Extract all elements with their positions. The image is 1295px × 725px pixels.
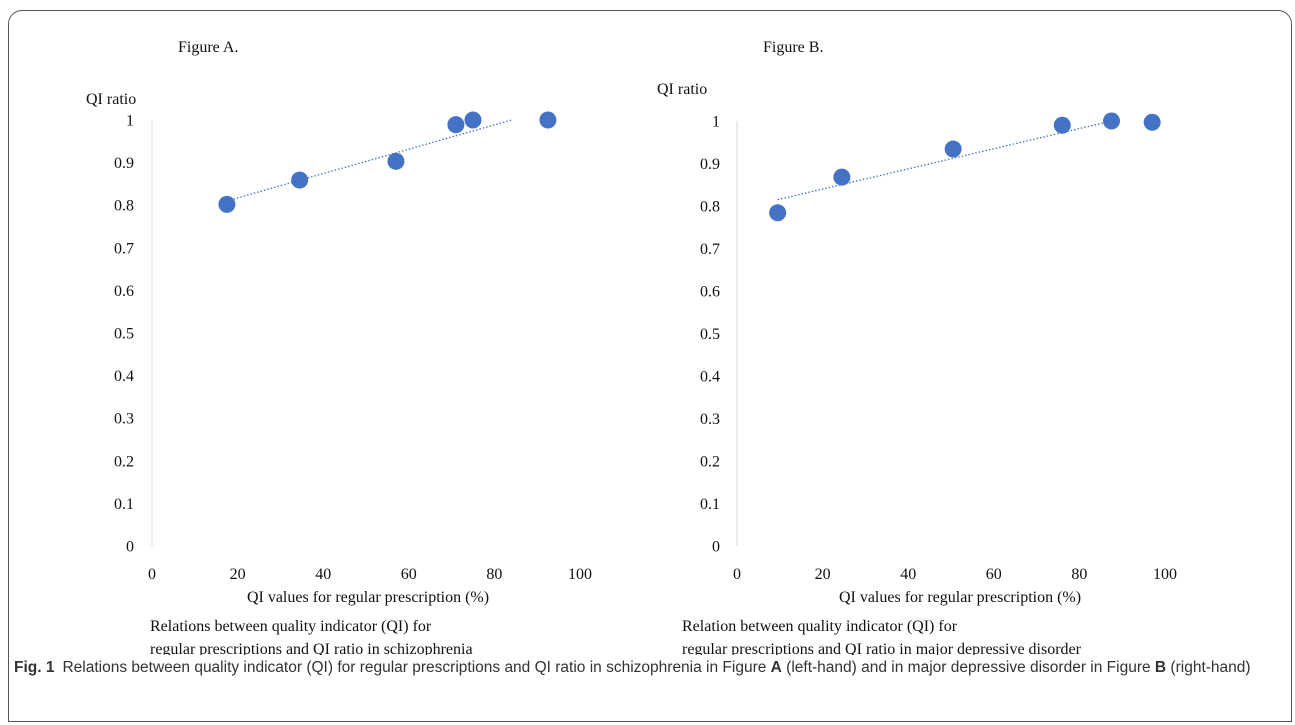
y-tick-label: 0.8: [114, 198, 134, 215]
y-tick-label: 0.3: [700, 411, 720, 428]
figure-caption: Fig. 1 Relations between quality indicato…: [14, 657, 1282, 678]
data-point: [387, 152, 405, 170]
y-tick-label: 0.6: [700, 284, 720, 301]
figure-frame: [8, 10, 1292, 722]
chart-a-xlabel: QI values for regular prescription (%): [247, 589, 489, 606]
chart-a-heading: Figure A.: [178, 39, 238, 56]
y-tick-label: 0.1: [700, 496, 720, 513]
chart-a-points: [218, 111, 557, 213]
data-point: [464, 111, 482, 129]
x-tick-label: 0: [148, 566, 156, 583]
data-point: [539, 111, 557, 129]
y-tick-label: 0.8: [700, 199, 720, 216]
chart-a-subcaption-line2: regular prescriptions and QI ratio in sc…: [150, 641, 473, 655]
chart-a-ylabel: QI ratio: [86, 91, 136, 108]
chart-a-y-tick-labels: 0 0.1 0.2 0.3 0.4 0.5 0.6 0.7 0.8 0.9 1: [114, 113, 134, 556]
x-tick-label: 100: [568, 566, 592, 583]
x-tick-label: 20: [815, 566, 831, 583]
y-tick-label: 0.7: [114, 240, 134, 257]
y-tick-label: 0.6: [114, 283, 134, 300]
figure-caption-bold-b: B: [1154, 659, 1167, 676]
figure-caption-text-1: Relations between quality indicator (QI)…: [62, 659, 771, 676]
y-tick-label: 0.4: [700, 369, 720, 386]
chart-b-xlabel: QI values for regular prescription (%): [839, 589, 1081, 606]
chart-a: Figure A. QI ratio 0 0.1 0.2 0.3 0.4 0.5…: [86, 39, 592, 655]
chart-b-points: [769, 112, 1161, 222]
figure-caption-label: Fig. 1: [14, 659, 55, 676]
y-tick-label: 1: [712, 114, 720, 131]
x-tick-label: 40: [900, 566, 916, 583]
y-tick-label: 0.7: [700, 241, 720, 258]
chart-b-heading: Figure B.: [763, 39, 823, 56]
y-tick-label: 0.4: [114, 368, 134, 385]
data-point: [218, 195, 236, 213]
data-point: [944, 140, 962, 158]
figure-caption-bold-a: A: [770, 659, 782, 676]
chart-a-subcaption-line1: Relations between quality indicator (QI)…: [150, 618, 432, 635]
x-tick-label: 20: [230, 566, 246, 583]
chart-b-subcaption-line1: Relation between quality indicator (QI) …: [682, 618, 958, 635]
chart-b-subcaption-line2: regular prescriptions and QI ratio in ma…: [682, 641, 1082, 655]
data-point: [833, 168, 851, 186]
chart-b-ylabel: QI ratio: [657, 81, 707, 98]
y-tick-label: 0.9: [114, 155, 134, 172]
x-tick-label: 60: [986, 566, 1002, 583]
y-tick-label: 0.2: [700, 454, 720, 471]
y-tick-label: 0.1: [114, 496, 134, 513]
chart-a-trendline: [226, 119, 512, 202]
data-point: [1143, 113, 1161, 131]
y-tick-label: 0.2: [114, 453, 134, 470]
x-tick-label: 0: [733, 566, 741, 583]
chart-b-y-tick-labels: 0 0.1 0.2 0.3 0.4 0.5 0.6 0.7 0.8 0.9 1: [700, 114, 720, 556]
figure-svg: Figure A. QI ratio 0 0.1 0.2 0.3 0.4 0.5…: [86, 39, 1177, 655]
y-tick-label: 0: [712, 539, 720, 556]
data-point: [769, 204, 787, 222]
x-tick-label: 60: [401, 566, 417, 583]
y-tick-label: 0.5: [700, 326, 720, 343]
y-tick-label: 0.9: [700, 156, 720, 173]
chart-b-x-tick-labels: 0 20 40 60 80 100: [733, 566, 1177, 583]
figure-caption-text-2: (left-hand) and in major depressive diso…: [781, 659, 1155, 676]
figure-caption-text-3: (right-hand): [1166, 659, 1251, 676]
chart-a-x-tick-labels: 0 20 40 60 80 100: [148, 566, 592, 583]
y-tick-label: 1: [126, 113, 134, 130]
data-point: [1053, 116, 1071, 134]
chart-b: Figure B. QI ratio 0 0.1 0.2 0.3 0.4 0.5…: [657, 39, 1177, 655]
x-tick-label: 100: [1153, 566, 1177, 583]
data-point: [1103, 112, 1120, 130]
x-tick-label: 40: [315, 566, 331, 583]
data-point: [447, 116, 465, 134]
y-tick-label: 0: [126, 539, 134, 556]
x-tick-label: 80: [486, 566, 502, 583]
y-tick-label: 0.5: [114, 326, 134, 343]
data-point: [291, 171, 309, 189]
chart-b-trendline: [777, 120, 1112, 201]
y-tick-label: 0.3: [114, 411, 134, 428]
x-tick-label: 80: [1071, 566, 1087, 583]
